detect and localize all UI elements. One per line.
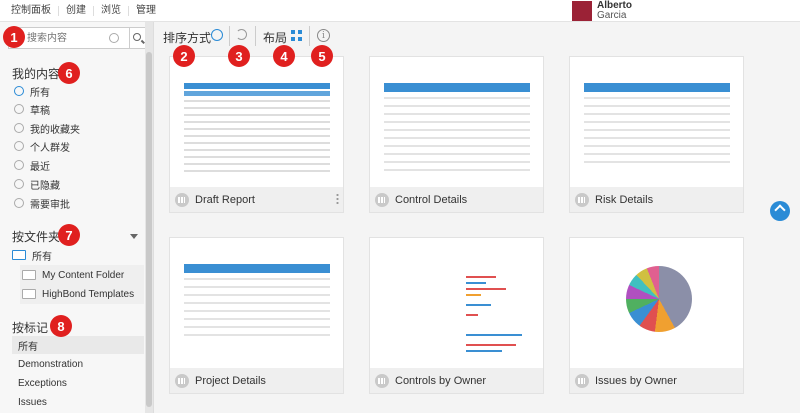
report-title: Control Details — [395, 193, 468, 206]
search-button[interactable] — [130, 27, 146, 49]
tag-all[interactable]: 所有 — [12, 336, 144, 354]
report-card-footer: Project Details — [170, 368, 343, 393]
user-last-name: Garcia — [597, 10, 627, 21]
nav-create[interactable]: 创建 — [59, 6, 94, 16]
report-card[interactable]: Risk Details — [569, 56, 744, 213]
info-icon[interactable]: i — [317, 29, 330, 42]
nav-browse[interactable]: 浏览 — [94, 6, 129, 16]
clock-icon — [14, 160, 24, 170]
my-content-all[interactable]: 所有 — [14, 82, 50, 100]
report-title: Risk Details — [595, 193, 654, 206]
report-thumbnail — [378, 246, 536, 368]
undo-icon[interactable] — [236, 29, 247, 40]
report-title: Draft Report — [195, 193, 255, 206]
folder-icon — [22, 289, 36, 299]
report-card[interactable]: Project Details — [169, 237, 344, 394]
report-thumbnail — [178, 246, 336, 368]
tag-demonstration[interactable]: Demonstration — [18, 358, 84, 370]
my-content-favorites[interactable]: 我的收藏夹 — [14, 119, 80, 137]
tag-exceptions[interactable]: Exceptions — [18, 377, 67, 389]
gear-icon — [14, 104, 24, 114]
user-first-name: Alberto — [597, 0, 632, 11]
report-thumbnail — [378, 65, 536, 187]
callout-marker-3: 3 — [228, 45, 250, 67]
folder-my-content[interactable]: My Content Folder — [20, 265, 144, 285]
report-card-footer: Issues by Owner — [570, 368, 743, 393]
report-icon — [175, 192, 189, 207]
callout-marker-5: 5 — [311, 45, 333, 67]
report-thumbnail — [178, 65, 336, 187]
callout-marker-1: 1 — [3, 26, 25, 48]
folder-all[interactable]: 所有 — [12, 245, 144, 265]
search-box — [8, 27, 130, 49]
report-card-footer: Controls by Owner — [370, 368, 543, 393]
folder-icon — [12, 250, 26, 260]
top-nav: 控制面板 创建 浏览 管理 — [4, 0, 163, 22]
avatar — [572, 1, 592, 21]
report-icon — [575, 373, 589, 388]
report-card[interactable]: Draft Report — [169, 56, 344, 213]
scroll-thumb[interactable] — [146, 52, 152, 407]
report-title: Project Details — [195, 374, 266, 387]
pie-chart-thumbnail — [626, 266, 692, 332]
callout-marker-7: 7 — [58, 224, 80, 246]
by-folder-title: 按文件夹 — [12, 230, 61, 244]
divider — [229, 26, 230, 46]
nav-admin[interactable]: 管理 — [136, 5, 156, 16]
top-bar: 控制面板 创建 浏览 管理 Alberto Garcia — [0, 0, 800, 22]
report-card[interactable]: Controls by Owner — [369, 237, 544, 394]
my-content-title: 我的内容 — [12, 67, 61, 81]
globe-icon[interactable] — [109, 33, 119, 43]
report-icon — [375, 373, 389, 388]
folder-highbond-templates[interactable]: HighBond Templates — [20, 284, 144, 304]
scroll-to-top-button[interactable] — [770, 201, 790, 221]
callout-marker-4: 4 — [273, 45, 295, 67]
clock-icon[interactable] — [211, 29, 223, 41]
search-icon — [133, 33, 141, 41]
callout-marker-2: 2 — [173, 45, 195, 67]
star-icon — [14, 123, 24, 133]
toolbar: 排序方式 布局 i — [155, 22, 800, 50]
nav-dashboard[interactable]: 控制面板 — [4, 6, 59, 16]
divider — [309, 26, 310, 46]
folder-icon — [22, 270, 36, 280]
report-card[interactable]: Control Details — [369, 56, 544, 213]
search-input[interactable] — [9, 29, 107, 47]
report-title: Issues by Owner — [595, 374, 677, 387]
report-card-footer: Control Details — [370, 187, 543, 212]
user-menu[interactable]: Alberto Garcia — [572, 0, 632, 22]
report-thumbnail — [578, 65, 736, 187]
sort-label[interactable]: 排序方式 — [163, 31, 212, 45]
sidebar-scrollbar[interactable] — [145, 22, 153, 413]
report-card[interactable]: Issues by Owner — [569, 237, 744, 394]
by-tag-title: 按标记 — [12, 321, 49, 335]
my-content-broadcast[interactable]: 个人群发 — [14, 137, 70, 155]
chevron-down-icon[interactable] — [130, 234, 138, 239]
report-card-footer: Risk Details — [570, 187, 743, 212]
globe-icon — [14, 86, 24, 96]
grid-icon[interactable] — [291, 30, 302, 41]
my-content-recent[interactable]: 最近 — [14, 156, 50, 174]
sidebar: 我的内容 所有 草稿 我的收藏夹 个人群发 最近 已隐藏 需要审批 按文件夹 所… — [0, 22, 154, 413]
tag-issues[interactable]: Issues — [18, 396, 47, 408]
broadcast-icon — [14, 141, 24, 151]
divider — [255, 26, 256, 46]
my-content-hidden[interactable]: 已隐藏 — [14, 175, 60, 193]
report-icon — [575, 192, 589, 207]
layout-label[interactable]: 布局 — [263, 31, 288, 45]
my-content-drafts[interactable]: 草稿 — [14, 100, 50, 118]
approval-icon — [14, 198, 24, 208]
report-thumbnail — [578, 246, 736, 368]
my-content-approval[interactable]: 需要审批 — [14, 194, 70, 212]
report-icon — [375, 192, 389, 207]
more-options-icon[interactable] — [336, 193, 339, 205]
report-card-footer: Draft Report — [170, 187, 343, 212]
callout-marker-6: 6 — [58, 62, 80, 84]
report-title: Controls by Owner — [395, 374, 487, 387]
report-icon — [175, 373, 189, 388]
eye-icon — [14, 179, 24, 189]
callout-marker-8: 8 — [50, 315, 72, 337]
